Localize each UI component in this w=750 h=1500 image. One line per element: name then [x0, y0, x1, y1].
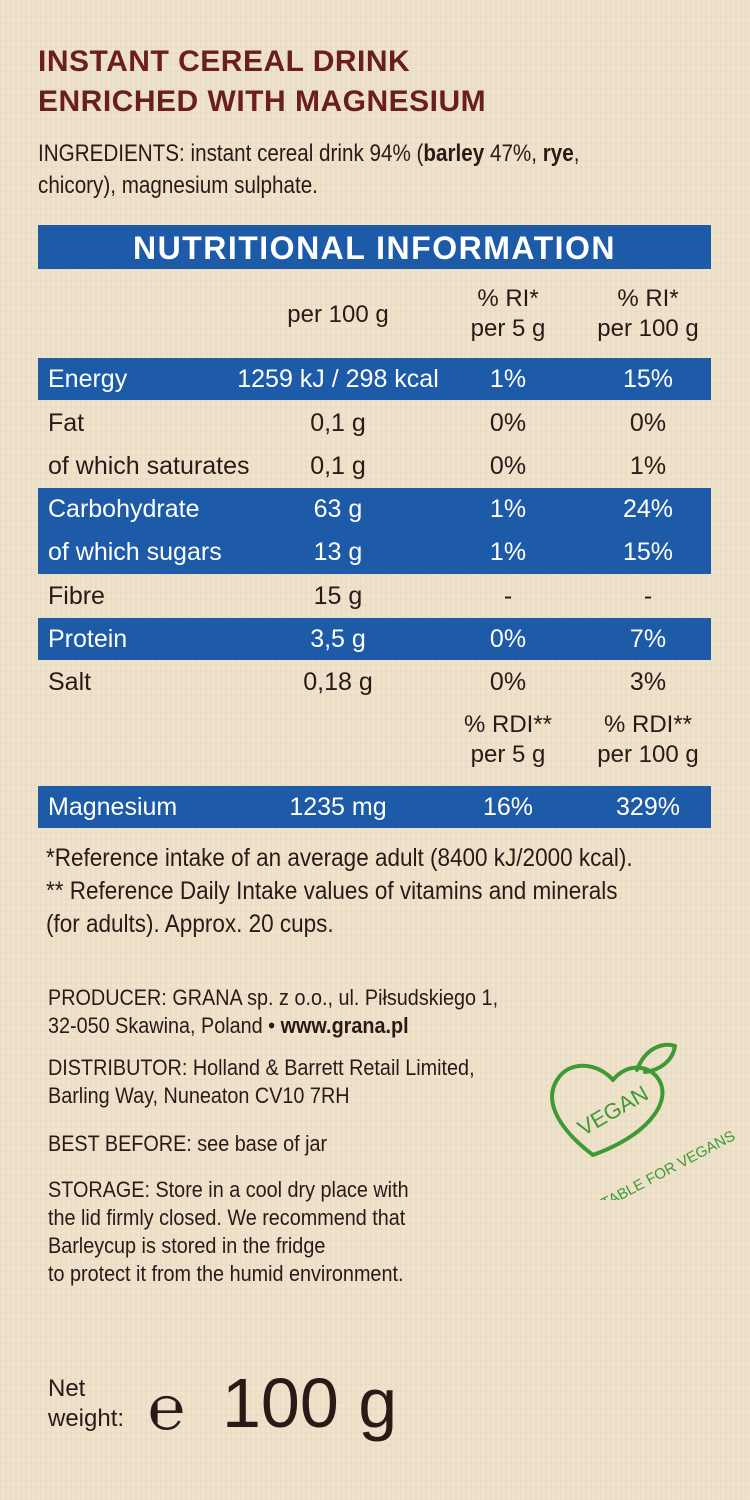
nutrient-name: Salt [48, 668, 92, 696]
storage-info: STORAGE: Store in a cool dry place with … [48, 1177, 409, 1286]
nutrient-ri-per5: - [503, 582, 513, 610]
nutrient-ri-per100: - [643, 582, 653, 610]
nutrient-ri-per5: 1% [489, 365, 527, 393]
nutrient-ri-per5: 0% [489, 452, 527, 480]
ingredient-rye: rye [542, 140, 574, 167]
nutrient-ri-per100: 1% [629, 452, 667, 480]
nutrient-per100: 15 g [313, 582, 363, 610]
nutrient-per100: 1235 mg [289, 793, 387, 821]
col-header-rdi-per5: % RDI** per 5 g [463, 711, 553, 768]
footnotes: *Reference intake of an average adult (8… [46, 842, 726, 941]
nutrient-per100: 0,18 g [303, 668, 373, 696]
title-line-2: ENRICHED WITH MAGNESIUM [38, 85, 487, 118]
vegan-heart-leaf-icon: VEGAN SUITABLE FOR VEGANS [550, 1042, 735, 1200]
nutrient-ri-per5-sugars: 1% [489, 538, 527, 566]
footnote-rdi-cont: (for adults). Approx. 20 cups. [46, 910, 334, 938]
nutrient-name: Energy [48, 365, 128, 393]
nutrient-name: Protein [48, 625, 128, 653]
best-before-label: BEST BEFORE: [48, 1131, 192, 1156]
producer-info: PRODUCER: GRANA sp. z o.o., ul. Piłsudsk… [48, 985, 499, 1038]
ingredient-barley: barley [423, 140, 485, 167]
nutrient-per100: 0,1 g [310, 452, 366, 480]
nutrient-ri-per5: 1% [489, 495, 527, 523]
nutrient-name-sugars: of which sugars [48, 538, 222, 566]
nutrient-rdi-per100: 329% [616, 793, 680, 821]
ingredients-label: INGREDIENTS: [38, 140, 185, 167]
distributor-info: DISTRIBUTOR: Holland & Barrett Retail Li… [48, 1055, 475, 1108]
nutrition-table-header: NUTRITIONAL INFORMATION [38, 225, 711, 269]
col-header-ri-per100: % RI* per 100 g [597, 285, 699, 342]
nutrient-ri-per5: 0% [489, 409, 527, 437]
nutrient-ri-per100: 3% [629, 668, 667, 696]
nutrient-ri-per5: 0% [489, 625, 527, 653]
table-row-fat: Fat 0,1 g 0% 0% [38, 402, 711, 444]
nutrient-ri-per5: 0% [489, 668, 527, 696]
table-row-salt: Salt 0,18 g 0% 3% [38, 661, 711, 703]
title-line-1: INSTANT CEREAL DRINK [38, 45, 411, 78]
nutrient-ri-per100: 0% [629, 409, 667, 437]
product-title: INSTANT CEREAL DRINK ENRICHED WITH MAGNE… [38, 42, 718, 122]
nutrient-per100: 63 g [313, 495, 363, 523]
table-row-protein: Protein 3,5 g 0% 7% [38, 618, 711, 660]
producer-label: PRODUCER: [48, 985, 167, 1010]
table-row-fibre: Fibre 15 g - - [38, 575, 711, 617]
nutrient-ri-per100: 7% [629, 625, 667, 653]
col-header-ri-per5: % RI* per 5 g [470, 285, 546, 342]
nutrient-name: Fat [48, 409, 85, 437]
nutrient-ri-per100-sugars: 15% [622, 538, 674, 566]
nutrient-per100: 1259 kJ / 298 kcal [237, 365, 439, 393]
ingredients-text: INGREDIENTS: instant cereal drink 94% (b… [38, 140, 580, 199]
nutrient-per100: 3,5 g [310, 625, 366, 653]
net-weight-label: Net weight: [48, 1375, 125, 1432]
best-before-info: BEST BEFORE: see base of jar [48, 1131, 328, 1156]
nutrient-ri-per100: 24% [622, 495, 674, 523]
table-row-energy: Energy 1259 kJ / 298 kcal 1% 15% [38, 358, 711, 400]
footnote-rdi: ** Reference Daily Intake values of vita… [46, 877, 618, 905]
net-weight-value: 100 g [222, 1364, 398, 1442]
distributor-label: DISTRIBUTOR: [48, 1055, 188, 1080]
nutrient-name: Carbohydrate [48, 495, 200, 523]
col-header-rdi-per100: % RDI** per 100 g [597, 711, 699, 768]
estimated-sign-icon: ℮ [148, 1375, 186, 1443]
nutrient-name: of which saturates [48, 452, 250, 480]
footnote-ri: *Reference intake of an average adult (8… [46, 844, 633, 872]
table-row-carbohydrate: Carbohydrate 63 g 1% 24% of which sugars… [38, 488, 711, 574]
nutrient-name: Magnesium [48, 793, 178, 821]
nutrient-per100-sugars: 13 g [313, 538, 363, 566]
nutrient-rdi-per5: 16% [482, 793, 534, 821]
vegan-tagline: SUITABLE FOR VEGANS [576, 1127, 735, 1200]
storage-label: STORAGE: [48, 1177, 150, 1202]
table-row-magnesium: Magnesium 1235 mg 16% 329% [38, 786, 711, 828]
producer-website: www.grana.pl [280, 1013, 409, 1038]
nutrient-per100: 0,1 g [310, 409, 366, 437]
nutrient-name: Fibre [48, 582, 105, 610]
col-header-per100: per 100 g [287, 301, 389, 328]
table-row-saturates: of which saturates 0,1 g 0% 1% [38, 445, 711, 487]
nutrient-ri-per100: 15% [622, 365, 674, 393]
